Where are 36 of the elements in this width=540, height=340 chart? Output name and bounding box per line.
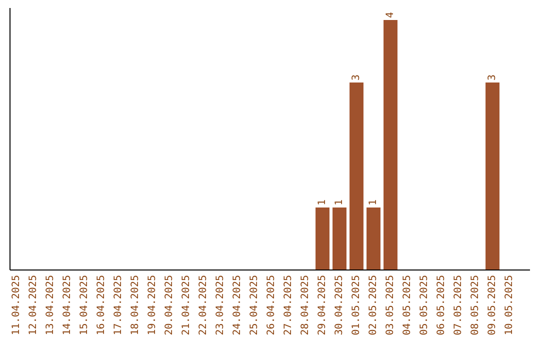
- x-tick-label: 13.04.2025: [45, 275, 56, 336]
- x-tick-label: 10.05.2025: [504, 275, 515, 336]
- data-label: 1: [334, 199, 345, 206]
- x-tick-label: 09.05.2025: [487, 275, 498, 336]
- x-tick-label: 17.04.2025: [113, 275, 124, 336]
- x-tick-label: 28.04.2025: [300, 275, 311, 336]
- data-label: 1: [368, 199, 379, 206]
- x-tick-label: 27.04.2025: [283, 275, 294, 336]
- x-tick-label: 07.05.2025: [453, 275, 464, 336]
- x-tick-label: 19.04.2025: [147, 275, 158, 336]
- x-tick-label: 26.04.2025: [266, 275, 277, 336]
- x-tick-label: 23.04.2025: [215, 275, 226, 336]
- data-label: 3: [487, 74, 498, 80]
- x-tick-label: 21.04.2025: [181, 275, 192, 336]
- x-tick-label: 22.04.2025: [198, 275, 209, 336]
- x-tick-label: 15.04.2025: [79, 275, 90, 336]
- x-tick-label: 02.05.2025: [368, 275, 379, 336]
- x-tick-label: 14.04.2025: [62, 275, 73, 336]
- data-label: 1: [317, 199, 328, 206]
- x-tick-label: 20.04.2025: [164, 275, 175, 336]
- x-tick-label: 29.04.2025: [317, 275, 328, 336]
- x-tick-label: 30.04.2025: [334, 275, 345, 336]
- data-label: 3: [351, 74, 362, 80]
- x-tick-label: 06.05.2025: [436, 275, 447, 336]
- x-tick-label: 05.05.2025: [419, 275, 430, 336]
- x-tick-label: 11.04.2025: [11, 275, 22, 336]
- data-label: 4: [385, 12, 396, 18]
- x-tick-label: 18.04.2025: [130, 275, 141, 336]
- x-tick-label: 16.04.2025: [96, 275, 107, 336]
- x-tick-label: 24.04.2025: [232, 275, 243, 336]
- x-tick-label: 01.05.2025: [351, 275, 362, 336]
- x-tick-label: 04.05.2025: [402, 275, 413, 336]
- x-tick-label: 08.05.2025: [470, 275, 481, 336]
- x-tick-label: 03.05.2025: [385, 275, 396, 336]
- x-tick-label: 12.04.2025: [28, 275, 39, 336]
- x-tick-label: 25.04.2025: [249, 275, 260, 336]
